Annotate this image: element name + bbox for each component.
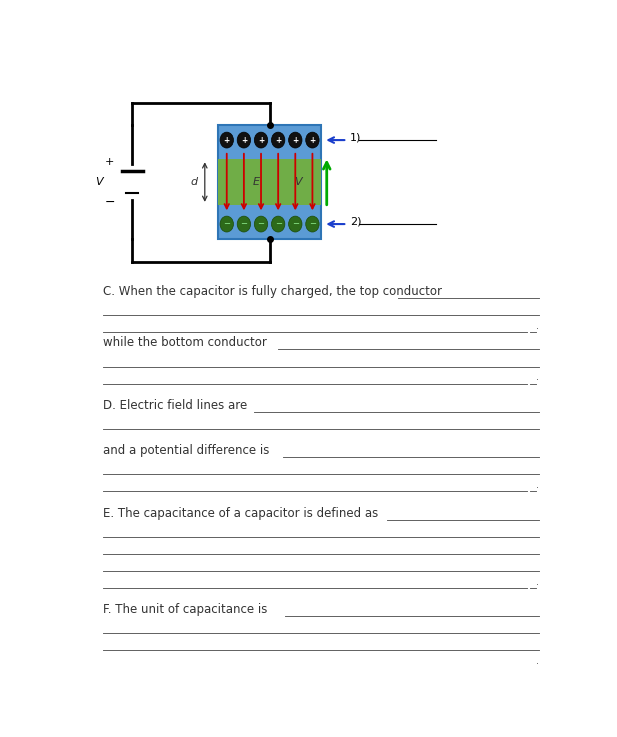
Circle shape: [237, 216, 251, 232]
Circle shape: [220, 216, 233, 232]
Text: +: +: [258, 136, 264, 144]
Text: C. When the capacitor is fully charged, the top conductor: C. When the capacitor is fully charged, …: [104, 285, 446, 298]
Text: .: .: [536, 372, 539, 383]
Circle shape: [220, 132, 233, 148]
Text: 1): 1): [350, 133, 361, 143]
Text: −: −: [275, 220, 281, 228]
Text: d: d: [191, 177, 198, 187]
Text: .: .: [536, 321, 539, 332]
Text: .: .: [536, 576, 539, 587]
Circle shape: [306, 216, 319, 232]
Circle shape: [271, 216, 285, 232]
Text: F. The unit of capacitance is: F. The unit of capacitance is: [104, 603, 271, 616]
Text: +: +: [105, 157, 114, 167]
Circle shape: [306, 132, 319, 148]
Text: −: −: [241, 220, 247, 228]
Text: V: V: [294, 177, 302, 187]
Text: and a potential difference is: and a potential difference is: [104, 444, 273, 457]
Text: +: +: [309, 136, 315, 144]
Text: +: +: [241, 136, 247, 144]
Text: E. The capacitance of a capacitor is defined as: E. The capacitance of a capacitor is def…: [104, 507, 383, 520]
Circle shape: [289, 132, 302, 148]
Text: +: +: [292, 136, 299, 144]
Text: while the bottom conductor: while the bottom conductor: [104, 337, 271, 349]
Circle shape: [254, 216, 268, 232]
Circle shape: [237, 132, 251, 148]
Text: .: .: [536, 656, 539, 666]
Text: −: −: [223, 220, 230, 228]
Bar: [218, 159, 321, 205]
Text: V: V: [95, 177, 102, 187]
Circle shape: [289, 216, 302, 232]
Text: E: E: [253, 177, 260, 187]
Text: D. Electric field lines are: D. Electric field lines are: [104, 399, 251, 412]
Circle shape: [254, 132, 268, 148]
Text: .: .: [536, 481, 539, 490]
Text: +: +: [275, 136, 281, 144]
Text: −: −: [257, 220, 265, 228]
Text: −: −: [104, 195, 115, 209]
Bar: [218, 125, 321, 239]
Circle shape: [271, 132, 285, 148]
Text: 2): 2): [350, 217, 361, 227]
Text: −: −: [309, 220, 316, 228]
Text: −: −: [292, 220, 299, 228]
Text: +: +: [223, 136, 230, 144]
